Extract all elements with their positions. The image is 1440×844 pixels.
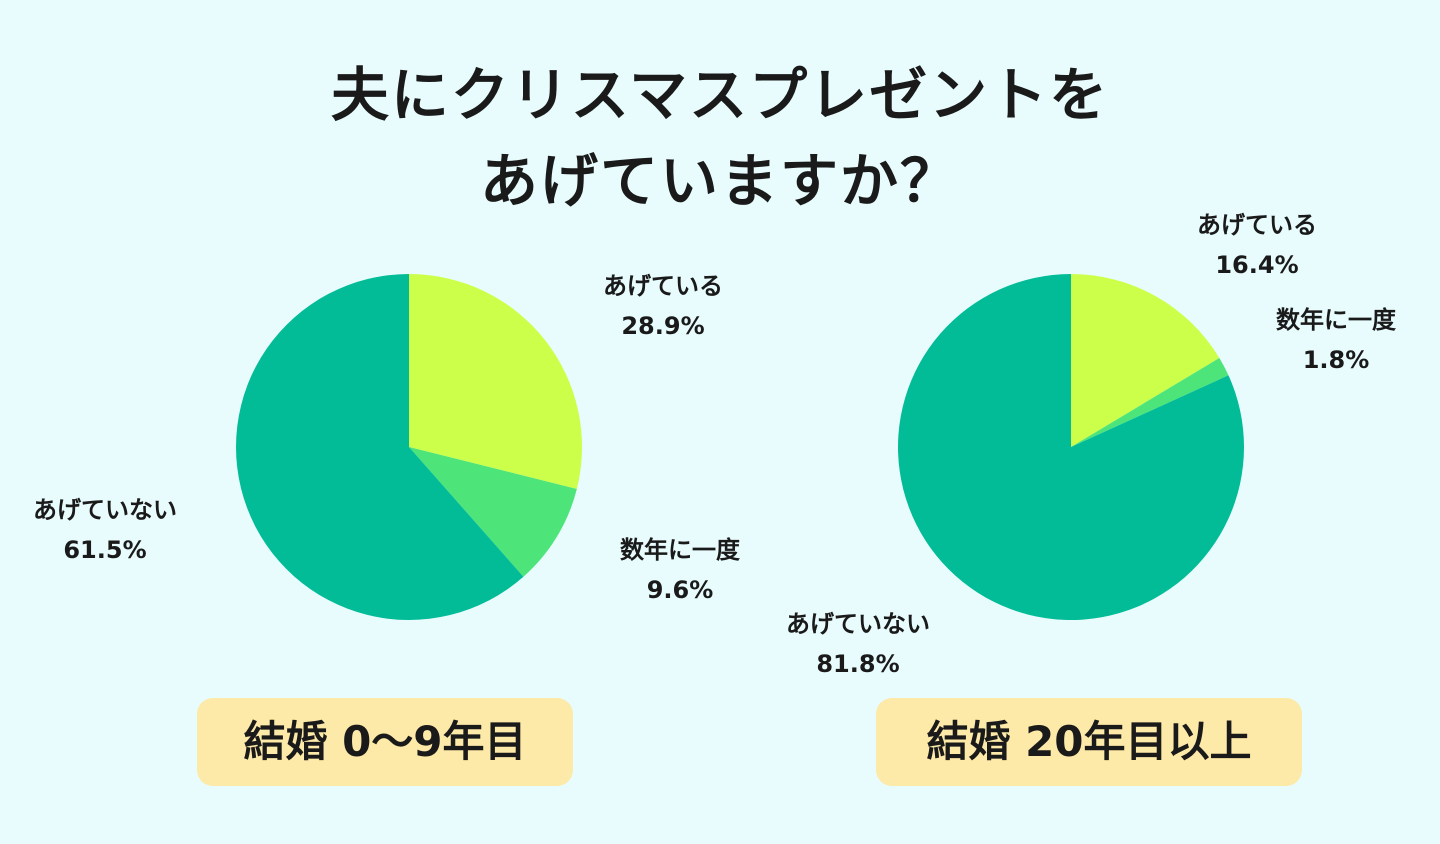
pie2-label-agete-iru: あげている 16.4% xyxy=(1157,205,1357,285)
pie2-caption-married-20-plus-years: 結婚 20年目以上 xyxy=(876,698,1302,786)
pie1-label-agete-iru: あげている 28.9% xyxy=(563,266,763,346)
pie2-label-sunen-ni-ichido-name: 数年に一度 xyxy=(1276,306,1396,334)
pie2-label-agete-iru-value: 16.4% xyxy=(1215,251,1299,279)
pie-chart-married-20-plus-years xyxy=(898,274,1245,620)
pie2-label-sunen-ni-ichido: 数年に一度 1.8% xyxy=(1236,300,1436,380)
pie1-slice-agete-inai xyxy=(236,274,524,620)
pie2-label-agete-iru-name: あげている xyxy=(1197,211,1317,239)
pie1-label-agete-iru-value: 28.9% xyxy=(621,312,705,340)
pie1-label-agete-inai-value: 61.5% xyxy=(63,536,147,564)
pie1-label-agete-iru-name: あげている xyxy=(603,272,723,300)
pie2-label-sunen-ni-ichido-value: 1.8% xyxy=(1302,346,1370,374)
pie-chart-married-0-9-years xyxy=(236,274,582,620)
pie1-label-sunen-ni-ichido-name: 数年に一度 xyxy=(620,536,740,564)
pie2-slice-agete-iru xyxy=(1071,274,1220,447)
chart-title-line-2: あげていますか？ xyxy=(479,147,960,215)
chart-title-line-1: 夫にクリスマスプレゼントを xyxy=(330,61,1110,129)
pie2-slice-sunen-ni-ichido xyxy=(1071,358,1229,447)
pie1-label-agete-inai: あげていない 61.5% xyxy=(5,490,205,570)
pie1-caption-married-0-9-years: 結婚 0〜9年目 xyxy=(197,698,573,786)
pie1-label-agete-inai-name: あげていない xyxy=(33,496,177,524)
pie2-slice-agete-inai xyxy=(898,274,1245,620)
pie2-label-agete-inai: あげていない 81.8% xyxy=(758,604,958,684)
pie1-slice-agete-iru xyxy=(409,274,582,489)
pie2-label-agete-inai-name: あげていない xyxy=(786,610,930,638)
pie1-slice-sunen-ni-ichido xyxy=(409,447,577,577)
chart-title: 夫にクリスマスプレゼントを あげていますか？ xyxy=(0,52,1440,224)
pie1-label-sunen-ni-ichido-value: 9.6% xyxy=(646,576,714,604)
pie1-label-sunen-ni-ichido: 数年に一度 9.6% xyxy=(580,530,780,610)
pie2-label-agete-inai-value: 81.8% xyxy=(816,650,900,678)
